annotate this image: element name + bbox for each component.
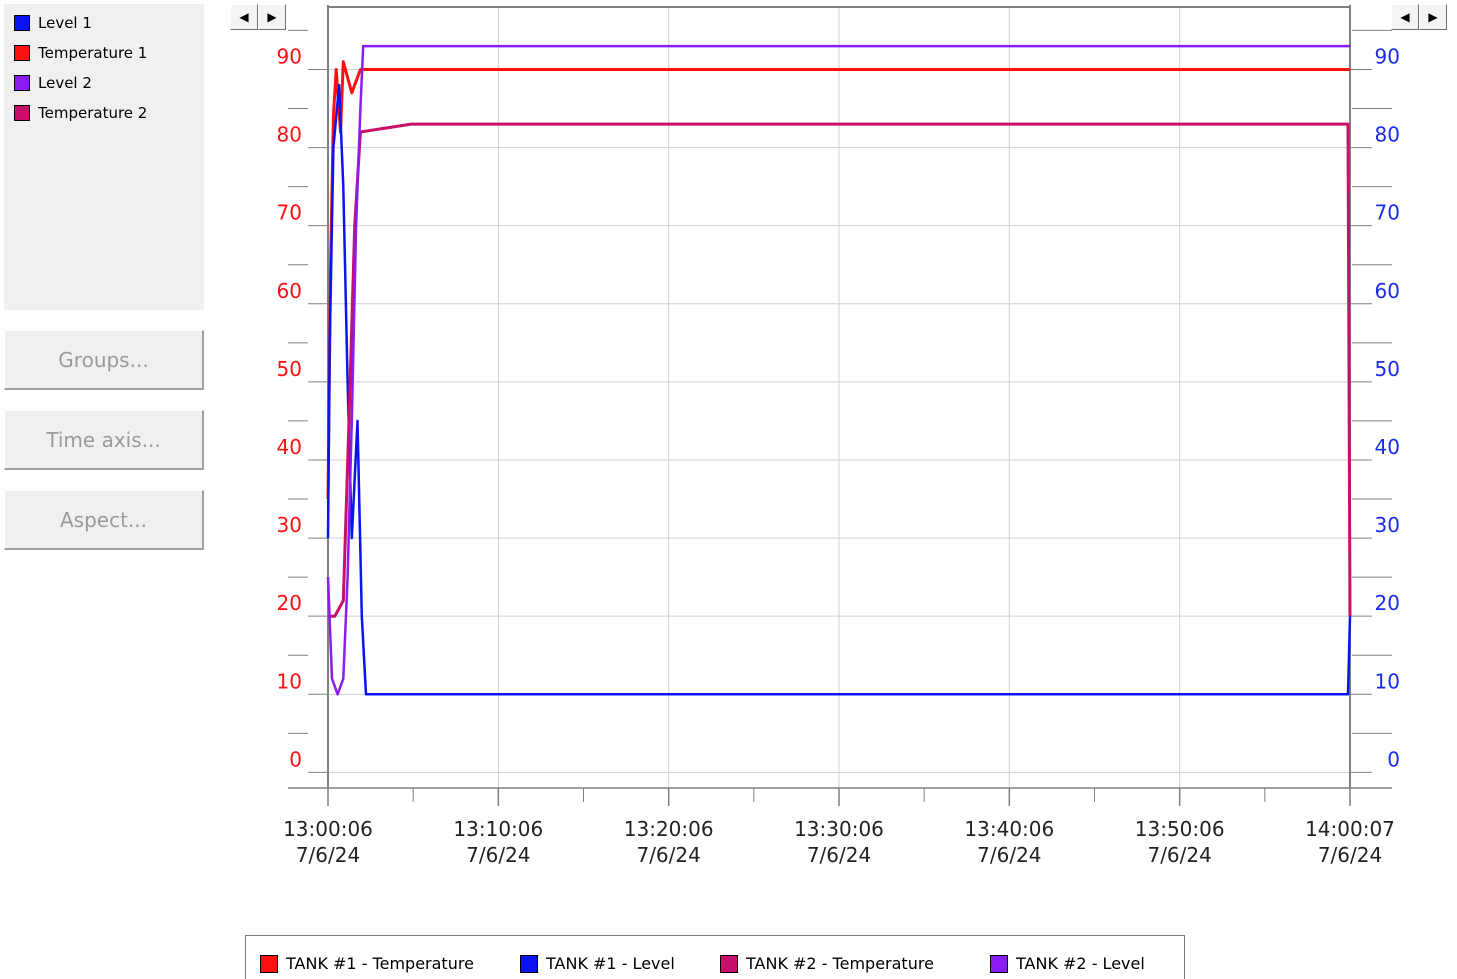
legend-swatch — [260, 954, 278, 973]
legend-item-level-2[interactable]: Level 2 — [14, 70, 92, 96]
scroll-left-button[interactable]: ◀ — [1391, 4, 1419, 30]
right-y-tick-label: 0 — [1387, 747, 1400, 771]
x-tick-date-label: 7/6/24 — [636, 843, 700, 867]
scroll-left-button[interactable]: ◀ — [230, 4, 258, 30]
left-axis-scroll: ◀ ▶ — [230, 4, 286, 30]
series-line-3[interactable] — [328, 122, 1352, 618]
x-tick-date-label: 7/6/24 — [1147, 843, 1211, 867]
legend-swatch — [720, 954, 738, 973]
right-y-tick-label: 90 — [1375, 44, 1400, 68]
legend-label: Level 1 — [38, 14, 92, 32]
legend-item-level-1[interactable]: Level 1 — [14, 10, 92, 36]
left-y-tick-label: 50 — [277, 357, 302, 381]
left-y-tick-label: 10 — [277, 669, 302, 693]
scroll-right-button[interactable]: ▶ — [1419, 4, 1447, 30]
series-line-2[interactable] — [326, 83, 1352, 696]
series-legend-panel: Level 1 Temperature 1 Level 2 Temperatur… — [4, 4, 204, 310]
legend-label: Temperature 1 — [38, 44, 148, 62]
x-tick-date-label: 7/6/24 — [977, 843, 1041, 867]
x-tick-time-label: 13:50:06 — [1135, 817, 1225, 841]
left-y-tick-label: 40 — [277, 435, 302, 459]
left-y-tick-label: 90 — [277, 44, 302, 68]
scroll-right-button[interactable]: ▶ — [258, 4, 286, 30]
legend-label: TANK #2 - Level — [1016, 954, 1145, 973]
x-tick-date-label: 7/6/24 — [807, 843, 871, 867]
right-y-tick-label: 80 — [1375, 123, 1400, 147]
bottom-legend-item[interactable]: TANK #2 - Temperature — [720, 954, 934, 973]
left-y-tick-label: 60 — [277, 279, 302, 303]
right-axis-scroll: ◀ ▶ — [1391, 4, 1447, 30]
legend-label: Temperature 2 — [38, 104, 148, 122]
series-line-4[interactable] — [326, 44, 1350, 696]
x-tick-date-label: 7/6/24 — [1318, 843, 1382, 867]
x-tick-time-label: 13:20:06 — [624, 817, 714, 841]
x-tick-time-label: 13:30:06 — [794, 817, 884, 841]
legend-swatch — [14, 75, 30, 91]
left-y-tick-label: 70 — [277, 201, 302, 225]
groups-button[interactable]: Groups... — [4, 330, 204, 390]
legend-label: TANK #1 - Level — [546, 954, 675, 973]
legend-swatch — [14, 45, 30, 61]
x-tick-date-label: 7/6/24 — [466, 843, 530, 867]
time-axis-button[interactable]: Time axis... — [4, 410, 204, 470]
legend-label: TANK #2 - Temperature — [746, 954, 934, 973]
left-y-tick-label: 30 — [277, 513, 302, 537]
x-tick-time-label: 13:10:06 — [453, 817, 543, 841]
legend-item-temperature-1[interactable]: Temperature 1 — [14, 40, 147, 66]
legend-label: TANK #1 - Temperature — [286, 954, 474, 973]
aspect-button[interactable]: Aspect... — [4, 490, 204, 550]
bottom-legend-item[interactable]: TANK #2 - Level — [990, 954, 1145, 973]
left-y-tick-label: 20 — [277, 591, 302, 615]
right-y-tick-label: 10 — [1375, 669, 1400, 693]
bottom-legend-item[interactable]: TANK #1 - Temperature — [260, 954, 474, 973]
left-y-tick-label: 0 — [289, 747, 302, 771]
right-y-tick-label: 20 — [1375, 591, 1400, 615]
x-tick-date-label: 7/6/24 — [296, 843, 360, 867]
x-tick-time-label: 13:40:06 — [964, 817, 1054, 841]
left-y-tick-label: 80 — [277, 123, 302, 147]
legend-label: Level 2 — [38, 74, 92, 92]
right-y-tick-label: 50 — [1375, 357, 1400, 381]
right-y-tick-label: 30 — [1375, 513, 1400, 537]
right-y-tick-label: 60 — [1375, 279, 1400, 303]
legend-swatch — [520, 954, 538, 973]
series-line-1[interactable] — [326, 60, 1350, 500]
legend-swatch — [14, 15, 30, 31]
bottom-legend: TANK #1 - Temperature TANK #1 - Level TA… — [245, 935, 1185, 979]
bottom-legend-item[interactable]: TANK #1 - Level — [520, 954, 675, 973]
legend-swatch — [990, 954, 1008, 973]
legend-swatch — [14, 105, 30, 121]
legend-item-temperature-2[interactable]: Temperature 2 — [14, 100, 147, 126]
right-y-tick-label: 40 — [1375, 435, 1400, 459]
trend-chart[interactable]: 0 0 10 10 20 20 30 30 40 40 50 50 60 60 70 70 80 80 90 90 13… — [0, 0, 1457, 935]
right-y-tick-label: 70 — [1375, 201, 1400, 225]
x-tick-time-label: 13:00:06 — [283, 817, 373, 841]
x-tick-time-label: 14:00:07 — [1305, 817, 1395, 841]
